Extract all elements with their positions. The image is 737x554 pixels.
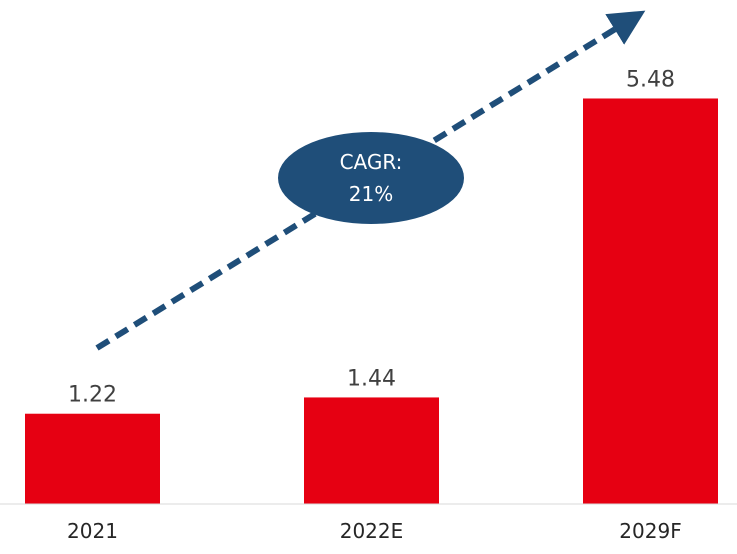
bar-2022e <box>304 397 439 504</box>
bar-2029f <box>583 98 718 504</box>
bar-2021 <box>25 413 160 504</box>
x-tick-label-2022e: 2022E <box>340 519 404 543</box>
cagr-label: CAGR: <box>340 150 403 174</box>
x-tick-labels-group: 2021 2022E 2029F <box>67 519 682 543</box>
x-tick-label-2021: 2021 <box>67 519 118 543</box>
bars-group <box>25 98 718 504</box>
cagr-value: 21% <box>349 182 393 206</box>
value-label-2029f: 5.48 <box>626 67 675 92</box>
value-label-2021: 1.22 <box>68 383 117 408</box>
x-tick-label-2029f: 2029F <box>619 519 681 543</box>
cagr-ellipse <box>278 132 464 224</box>
value-label-2022e: 1.44 <box>347 366 396 391</box>
cagr-annotation: CAGR: 21% <box>278 132 464 224</box>
value-labels-group: 1.22 1.44 5.48 <box>68 67 675 407</box>
